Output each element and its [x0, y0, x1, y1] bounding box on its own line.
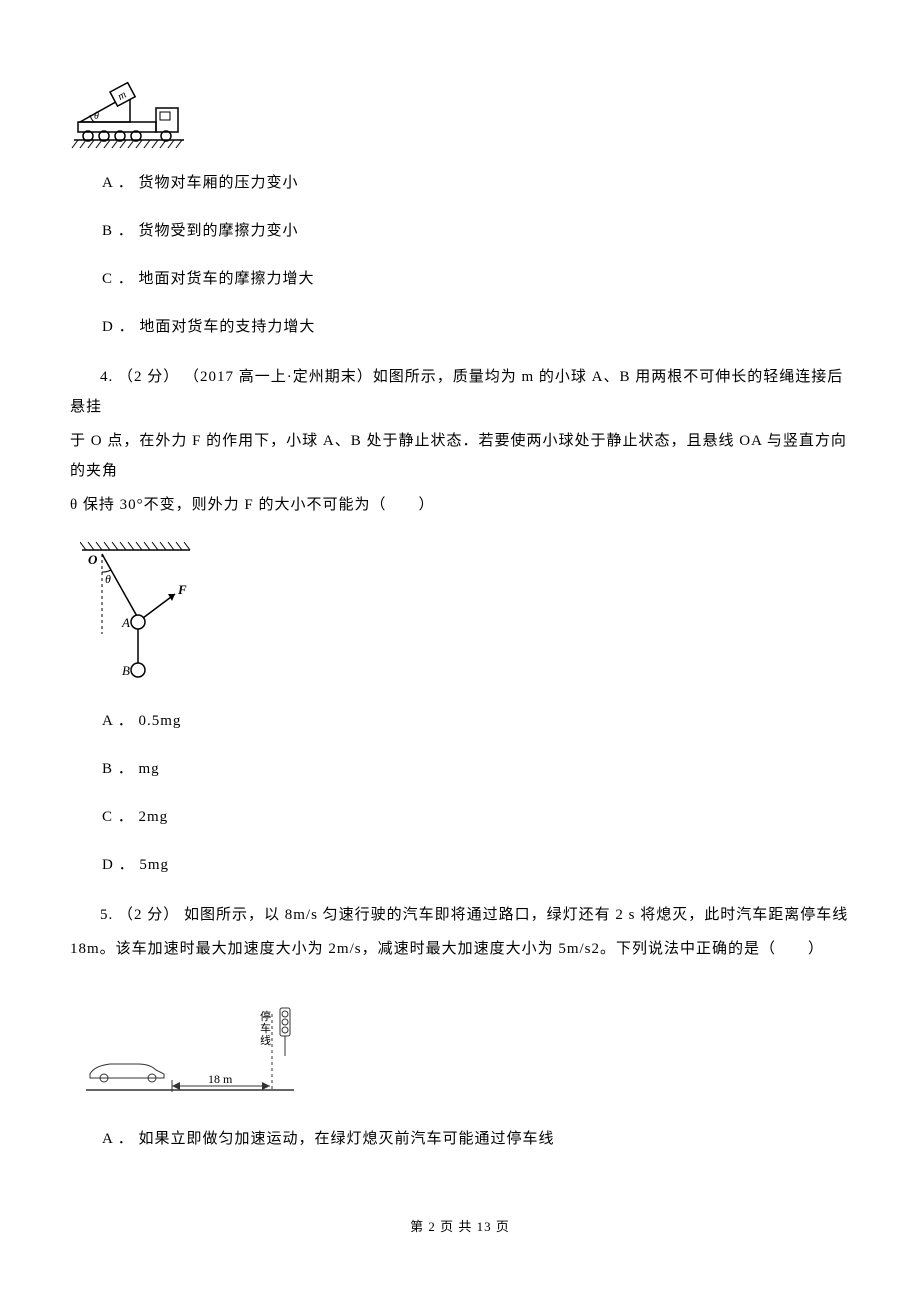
- label-stopline: 停车线: [260, 1009, 271, 1047]
- q3-option-b: B ． 货物受到的摩擦力变小: [102, 216, 850, 246]
- q4-stem-line1: 4. （2 分） （2017 高一上·定州期末）如图所示，质量均为 m 的小球 …: [70, 362, 850, 422]
- q5-stem-line1: 5. （2 分） 如图所示，以 8m/s 匀速行驶的汽车即将通过路口，绿灯还有 …: [70, 900, 850, 930]
- q5-figure: 停车线 18 m: [80, 986, 850, 1106]
- label-B: B: [122, 663, 130, 678]
- q4-option-a: A ． 0.5mg: [102, 706, 850, 736]
- q4-stem-line3: θ 保持 30°不变，则外力 F 的大小不可能为（ ）: [70, 490, 850, 520]
- q4-option-c: C ． 2mg: [102, 802, 850, 832]
- pendulum-svg: O θ A B F: [80, 538, 210, 688]
- car-stopline-svg: 停车线 18 m: [80, 986, 300, 1106]
- q4-option-b: B ． mg: [102, 754, 850, 784]
- q3-option-d: D ． 地面对货车的支持力增大: [102, 312, 850, 342]
- q3-figure: θ m: [70, 70, 850, 150]
- truck-incline-svg: θ m: [70, 70, 188, 150]
- q4-figure: O θ A B F: [80, 538, 850, 688]
- q5-option-a: A ． 如果立即做匀加速运动，在绿灯熄灭前汽车可能通过停车线: [102, 1124, 850, 1154]
- label-distance: 18 m: [208, 1072, 233, 1086]
- angle-theta-label: θ: [94, 111, 99, 122]
- q4-option-d: D ． 5mg: [102, 850, 850, 880]
- q3-option-a: A ． 货物对车厢的压力变小: [102, 168, 850, 198]
- label-theta: θ: [105, 572, 111, 586]
- label-F: F: [177, 582, 187, 597]
- page-footer: 第 2 页 共 13 页: [70, 1214, 850, 1240]
- q5-stem-line2: 18m。该车加速时最大加速度大小为 2m/s，减速时最大加速度大小为 5m/s2…: [70, 934, 850, 964]
- label-O: O: [88, 552, 98, 567]
- q3-option-c: C ． 地面对货车的摩擦力增大: [102, 264, 850, 294]
- label-A: A: [121, 615, 130, 630]
- q4-stem-line2: 于 O 点，在外力 F 的作用下，小球 A、B 处于静止状态．若要使两小球处于静…: [70, 426, 850, 486]
